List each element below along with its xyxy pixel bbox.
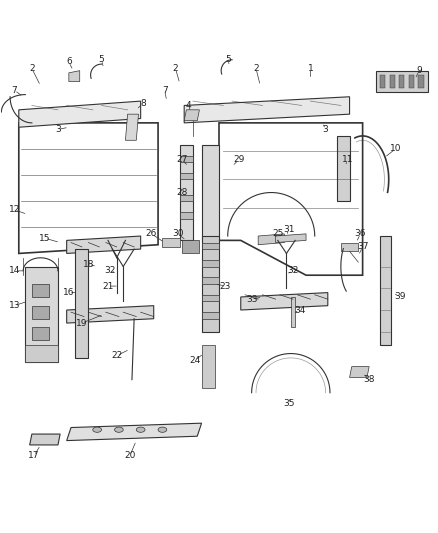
Bar [180,195,193,201]
Text: 33: 33 [246,295,258,304]
Text: 5: 5 [225,55,230,64]
Polygon shape [19,101,141,127]
Bar [32,284,49,297]
Bar [180,173,193,180]
Bar [201,295,219,301]
Text: 18: 18 [83,260,94,269]
Bar [201,277,219,284]
Text: 38: 38 [364,375,375,384]
Text: 3: 3 [55,125,61,134]
Polygon shape [67,305,154,323]
Text: 30: 30 [172,229,184,238]
Bar [182,240,199,254]
Bar [32,327,49,341]
Polygon shape [409,75,414,88]
Text: 3: 3 [323,125,328,134]
Polygon shape [276,234,306,243]
Polygon shape [376,71,428,92]
Text: 26: 26 [146,229,157,238]
Text: 1: 1 [307,64,313,73]
Text: 39: 39 [394,293,405,302]
Polygon shape [184,97,350,123]
Text: 17: 17 [28,451,40,461]
Polygon shape [184,110,199,120]
Polygon shape [125,114,138,140]
Polygon shape [201,144,219,240]
Text: 15: 15 [39,233,51,243]
Text: 14: 14 [9,266,20,276]
Text: 24: 24 [190,356,201,365]
Text: 36: 36 [355,229,366,238]
Text: 35: 35 [283,399,294,408]
Text: 10: 10 [389,144,401,154]
Bar [180,156,193,162]
Ellipse shape [115,427,123,432]
Text: 20: 20 [124,451,135,461]
Polygon shape [380,75,385,88]
Polygon shape [399,75,404,88]
Polygon shape [201,236,219,332]
Text: 4: 4 [186,101,191,110]
Text: 2: 2 [253,64,259,73]
Polygon shape [25,345,58,362]
Text: 23: 23 [220,281,231,290]
Text: 5: 5 [99,55,104,64]
Text: 11: 11 [342,156,353,164]
Text: 9: 9 [417,66,422,75]
Bar [32,305,49,319]
Text: 8: 8 [140,99,146,108]
Polygon shape [201,345,215,389]
Bar [201,243,219,249]
Text: 13: 13 [9,301,20,310]
Polygon shape [67,236,141,254]
Polygon shape [341,243,358,251]
Text: 29: 29 [233,156,244,164]
Bar [201,260,219,266]
Text: 7: 7 [162,86,167,95]
Polygon shape [162,238,180,247]
Polygon shape [418,75,424,88]
Text: 25: 25 [272,229,283,238]
Ellipse shape [136,427,145,432]
Polygon shape [67,423,201,441]
Polygon shape [380,236,391,345]
Text: 28: 28 [177,188,188,197]
Text: 32: 32 [287,266,299,276]
Polygon shape [350,367,369,377]
Polygon shape [30,434,60,445]
Text: 19: 19 [76,319,88,328]
Text: 2: 2 [173,64,178,73]
Polygon shape [336,136,350,201]
Text: 32: 32 [105,266,116,276]
Polygon shape [241,293,328,310]
Text: 37: 37 [357,243,368,252]
Ellipse shape [158,427,167,432]
Text: 2: 2 [29,64,35,73]
Text: 34: 34 [294,305,305,314]
Text: 7: 7 [11,86,18,95]
Text: 21: 21 [102,281,114,290]
Bar [180,212,193,219]
Polygon shape [180,144,193,240]
Polygon shape [69,71,80,82]
Text: 27: 27 [177,156,188,164]
Text: 22: 22 [111,351,122,360]
Polygon shape [258,234,284,245]
Text: 6: 6 [66,58,72,67]
Bar [201,312,219,319]
Polygon shape [390,75,395,88]
Text: 16: 16 [63,288,74,297]
Ellipse shape [93,427,102,432]
Text: 12: 12 [9,205,20,214]
Polygon shape [75,249,88,358]
Polygon shape [25,266,58,362]
Polygon shape [291,297,295,327]
Text: 31: 31 [283,225,294,234]
